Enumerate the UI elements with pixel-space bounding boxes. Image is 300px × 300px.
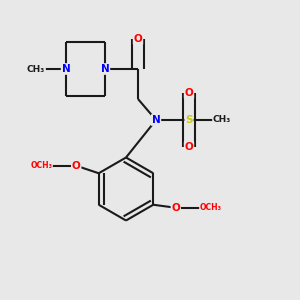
Text: N: N bbox=[100, 64, 109, 74]
Text: OCH₃: OCH₃ bbox=[30, 161, 52, 170]
Text: O: O bbox=[184, 88, 194, 98]
Text: S: S bbox=[185, 115, 193, 125]
Text: CH₃: CH₃ bbox=[213, 116, 231, 124]
Text: O: O bbox=[72, 161, 81, 171]
Text: N: N bbox=[152, 115, 160, 125]
Text: O: O bbox=[184, 142, 194, 152]
Text: CH₃: CH₃ bbox=[27, 64, 45, 74]
Text: N: N bbox=[61, 64, 70, 74]
Text: O: O bbox=[134, 34, 142, 44]
Text: OCH₃: OCH₃ bbox=[200, 203, 222, 212]
Text: O: O bbox=[171, 203, 180, 213]
